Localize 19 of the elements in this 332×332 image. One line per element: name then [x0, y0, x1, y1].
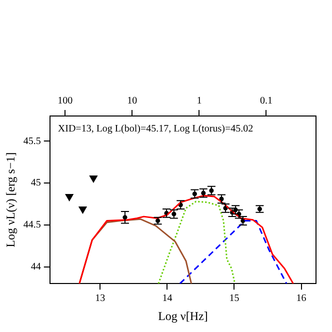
y-tick-label: 44 [30, 261, 41, 272]
x2-tick-label: 1 [196, 96, 202, 107]
x-tick-label: 16 [296, 293, 306, 304]
y-tick-label: 44.5 [23, 220, 41, 231]
x-tick-label: 13 [95, 293, 106, 304]
x2-tick-label: 10 [127, 96, 138, 107]
x-axis-title: Log ν[Hz] [158, 308, 208, 323]
x-tick-label: 15 [229, 293, 240, 304]
line-series [158, 200, 236, 284]
y-tick-label: 45 [30, 178, 41, 189]
x2-tick-label: 100 [58, 96, 73, 107]
point [78, 206, 87, 214]
point [65, 194, 74, 201]
y-tick-label: 45.5 [23, 136, 41, 147]
annotation: XID=13, Log L(bol)=45.17, Log L(torus)=45.02 [58, 124, 254, 135]
y-axis-title: Log νL(ν) [erg s−1] [3, 152, 18, 248]
point [90, 176, 98, 183]
x2-tick-label: 0.1 [260, 96, 272, 107]
x-tick-label: 14 [162, 293, 172, 304]
